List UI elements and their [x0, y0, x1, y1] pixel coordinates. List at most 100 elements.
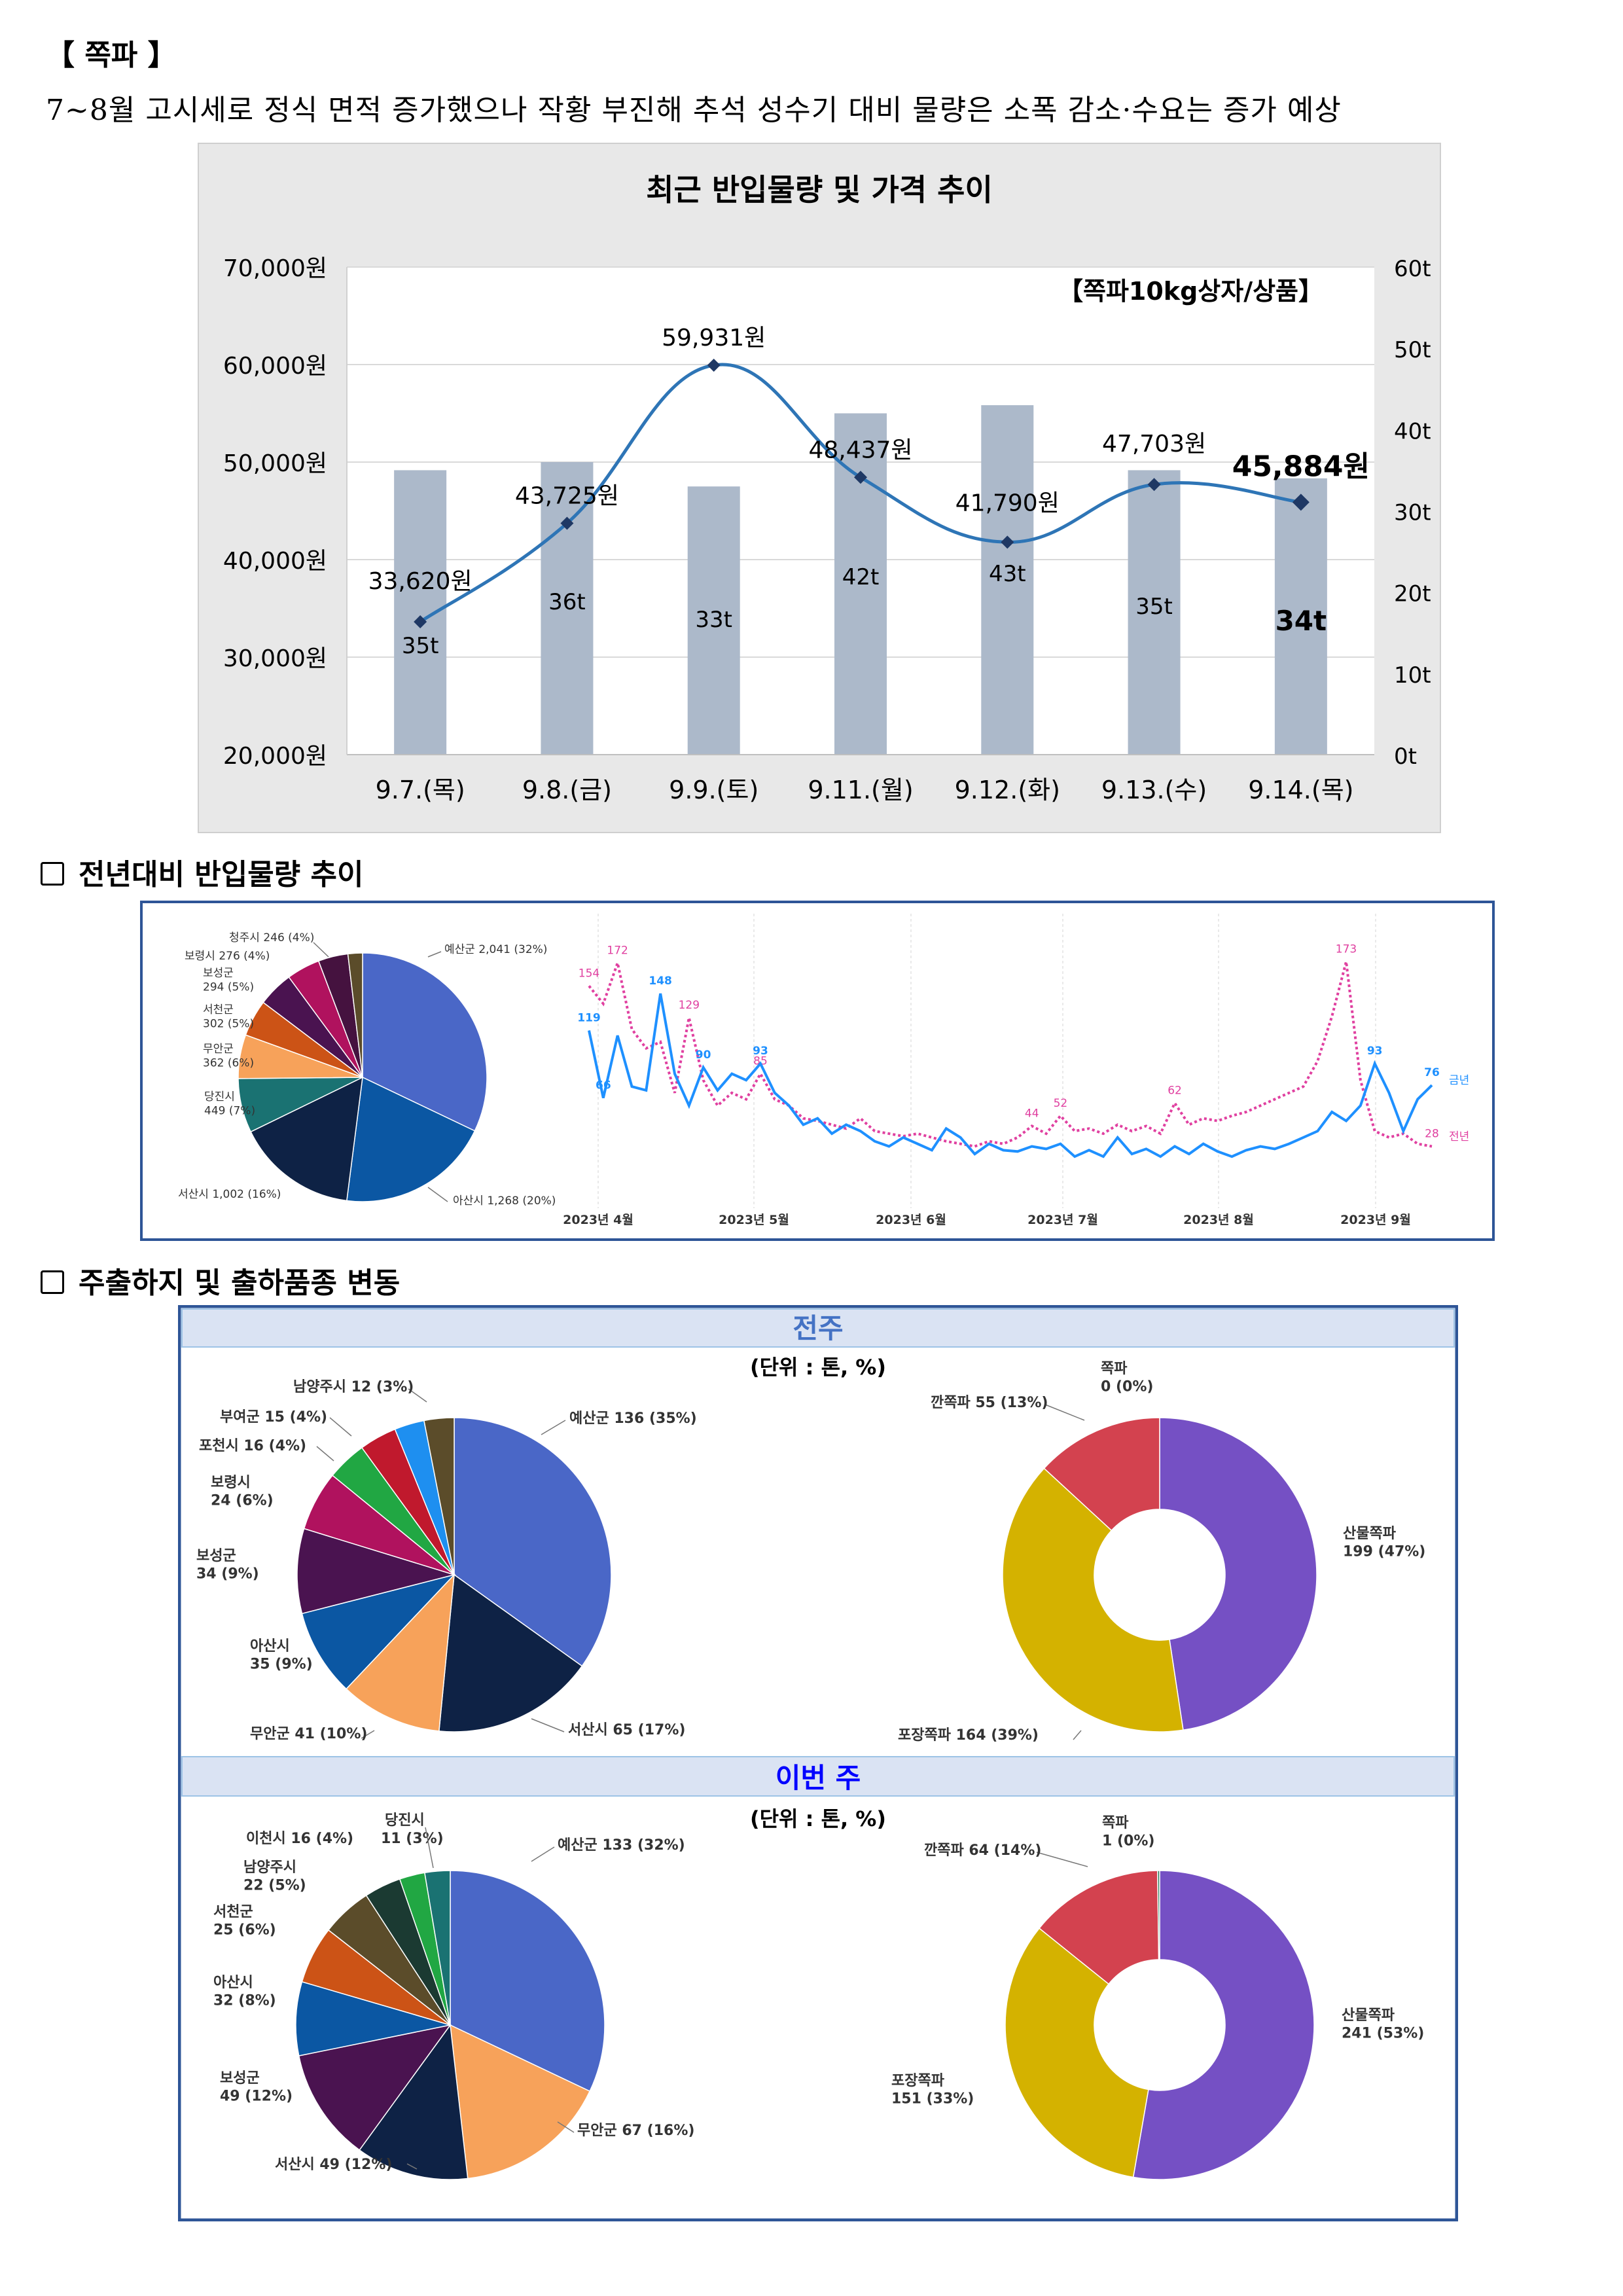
- point-label: 62: [1168, 1084, 1182, 1097]
- slice-label: 청주시 246 (4%): [229, 931, 314, 944]
- slice-label-line: 151 (33%): [891, 2091, 974, 2108]
- y-right-tick-label: 0t: [1394, 744, 1417, 770]
- pie-slice: [454, 1417, 612, 1667]
- slice-label: 부여군 15 (4%): [220, 1409, 327, 1426]
- leader-line: [1036, 1852, 1088, 1867]
- slice-label: 무안군 362 (6%): [203, 1043, 254, 1069]
- leader-line: [1073, 1730, 1082, 1740]
- slice-label-line: 쪽파: [1102, 1815, 1129, 1831]
- pie-slice: [298, 2024, 452, 2151]
- point-label: 85: [753, 1055, 768, 1068]
- slice-label-line: 34 (9%): [196, 1566, 259, 1583]
- pie-slice: [295, 1981, 451, 2056]
- last-year-line: [588, 958, 1433, 1148]
- slice-label: 산물쪽파 241 (53%): [1342, 2007, 1424, 2042]
- y-left-tick-label: 40,000원: [223, 548, 327, 575]
- y-right-tick-label: 50t: [1394, 337, 1431, 363]
- slice-label: 당진시: [385, 1812, 425, 1829]
- leader-line: [313, 942, 329, 958]
- price-volume-chart: 최근 반입물량 및 가격 추이 【쪽파10kg상자/상품】 35t 36t 33t 4…: [198, 143, 1441, 833]
- slice-label: 깐쪽파 64 (14%): [924, 1842, 1041, 1859]
- price-label: 33,620원: [368, 568, 473, 595]
- point-label: 66: [596, 1079, 611, 1092]
- y-left-tick-label: 20,000원: [223, 743, 327, 770]
- y-right-tick-label: 40t: [1394, 418, 1431, 444]
- slice-label: 서산시 49 (12%): [275, 2157, 392, 2173]
- point-label: 76: [1424, 1066, 1440, 1079]
- last-week-header: [181, 1308, 1455, 1348]
- point-label: 93: [1367, 1045, 1383, 1058]
- pie-slice: [296, 1528, 456, 1615]
- slice-label: 쪽파 1 (0%): [1102, 1815, 1154, 1850]
- leader-line: [316, 1446, 334, 1462]
- price-marker: [707, 359, 721, 372]
- pie-slice: [424, 1870, 451, 2026]
- slice-label-line: 35 (9%): [250, 1657, 313, 1673]
- pie-slice: [1002, 1467, 1184, 1732]
- y-right-tick-label: 30t: [1394, 500, 1431, 526]
- y-left-tick-label: 30,000원: [223, 645, 327, 672]
- slice-label-line: 49 (12%): [220, 2089, 293, 2105]
- section-shipping-label: 주출하지 및 출하품종 변동: [79, 1266, 401, 1300]
- slice-label-line: 362 (6%): [203, 1056, 254, 1069]
- slice-label: 예산군 133 (32%): [558, 1837, 685, 1854]
- volume-bar: [834, 413, 887, 755]
- checkbox-icon: [41, 1270, 64, 1294]
- x-tick-label: 9.8.(금): [522, 776, 612, 804]
- pie-slice: [423, 1417, 455, 1575]
- slice-label: 아산시 35 (9%): [250, 1638, 313, 1673]
- slice-label: 무안군 67 (16%): [577, 2123, 694, 2139]
- slice-label: 당진시 449 (7%): [204, 1090, 255, 1117]
- leader-line: [427, 951, 442, 958]
- x-tick-label: 9.9.(토): [669, 776, 758, 804]
- slice-label-line: 산물쪽파: [1343, 1526, 1397, 1542]
- slice-label: 남양주시 22 (5%): [243, 1859, 306, 1894]
- slice-label: 서산시 65 (17%): [568, 1722, 685, 1738]
- slice-label-line: 서천군: [213, 1904, 253, 1920]
- point-label: 90: [696, 1049, 711, 1062]
- x-tick-label: 9.13.(수): [1101, 776, 1207, 804]
- y-right-tick-label: 20t: [1394, 581, 1431, 607]
- point-label: 173: [1336, 942, 1357, 956]
- section-yoy-heading: 전년대비 반입물량 추이: [41, 851, 363, 893]
- slice-label-line: 449 (7%): [204, 1104, 255, 1117]
- volume-bar: [687, 486, 740, 755]
- point-label: 93: [753, 1045, 768, 1058]
- pie-slice: [346, 1573, 455, 1732]
- slice-label-line: 199 (47%): [1343, 1544, 1425, 1560]
- y-right-tick-label: 10t: [1394, 662, 1431, 689]
- volume-bar: [981, 405, 1034, 755]
- pie-slice: [347, 952, 363, 1078]
- point-label: 172: [607, 944, 628, 957]
- leader-line: [427, 1187, 448, 1202]
- point-label: 119: [577, 1011, 601, 1024]
- slice-label: 11 (3%): [381, 1831, 444, 1847]
- slice-label-line: 22 (5%): [243, 1878, 306, 1894]
- price-marker: [1147, 478, 1161, 492]
- pie-slice: [1159, 1417, 1317, 1731]
- slice-label: 보성군 49 (12%): [220, 2070, 293, 2105]
- slice-label-line: 0 (0%): [1101, 1379, 1153, 1395]
- slice-label: 아산시 32 (8%): [213, 1975, 276, 2009]
- last-week-title: 전주: [793, 1312, 843, 1344]
- slice-label-line: 294 (5%): [203, 980, 254, 994]
- slice-label: 예산군 136 (35%): [569, 1410, 697, 1427]
- pie-slice: [1156, 1870, 1160, 1960]
- price-marker: [854, 471, 867, 484]
- slice-label: 쪽파 0 (0%): [1101, 1361, 1153, 1395]
- volume-bar-label: 35t: [402, 633, 439, 659]
- point-label: 28: [1425, 1128, 1439, 1141]
- leader-line: [329, 1417, 352, 1437]
- price-label: 48,437원: [808, 437, 912, 463]
- slice-label-line: 남양주시: [243, 1859, 296, 1876]
- legend-this-year: 금년: [1449, 1074, 1469, 1087]
- slice-label-line: 1 (0%): [1102, 1833, 1154, 1850]
- chart-annotation: 【쪽파10kg상자/상품】: [1058, 277, 1323, 306]
- volume-bar-label: 43t: [989, 561, 1026, 587]
- slice-label-line: 32 (8%): [213, 1993, 276, 2009]
- point-label: 44: [1025, 1107, 1039, 1120]
- slice-label: 포장쪽파 164 (39%): [898, 1727, 1039, 1744]
- slice-label-line: 보성군: [196, 1548, 236, 1564]
- point-label: 154: [579, 967, 599, 980]
- leader-line: [361, 1730, 375, 1739]
